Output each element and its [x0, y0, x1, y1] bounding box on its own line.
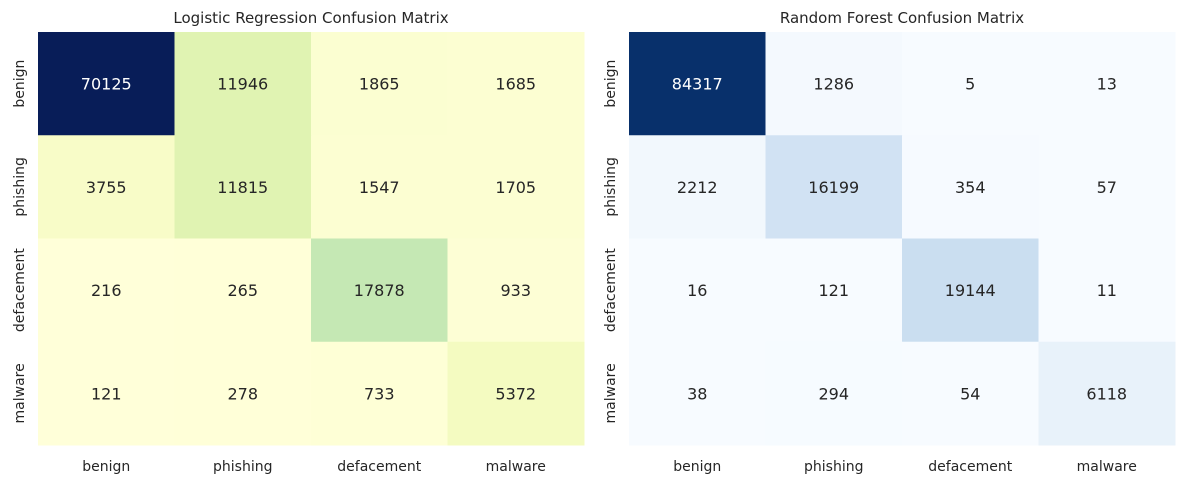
- heatmap-cell: [765, 135, 903, 239]
- cell-value-label: 1865: [359, 75, 400, 94]
- heatmap-cell: [902, 238, 1039, 343]
- heatmap-cell: [38, 32, 175, 136]
- heatmap-cell: [629, 32, 766, 136]
- heatmap-cell: [174, 341, 312, 446]
- cell-value-label: 121: [91, 384, 122, 403]
- heatmap-cell: [174, 32, 312, 136]
- cell-value-label: 1705: [495, 178, 536, 197]
- y-tick-label: defacement: [12, 248, 28, 332]
- cell-value-label: 54: [960, 384, 980, 403]
- cell-value-label: 294: [818, 384, 849, 403]
- cell-value-label: 57: [1097, 178, 1117, 197]
- heatmap-cell: [902, 135, 1039, 239]
- cell-value-label: 13: [1097, 75, 1117, 94]
- heatmap-cell: [629, 135, 766, 239]
- cell-value-label: 3755: [86, 178, 127, 197]
- heatmap-cell: [765, 32, 903, 136]
- cell-value-label: 278: [227, 384, 258, 403]
- cell-value-label: 11: [1097, 281, 1117, 300]
- x-tick-label: malware: [1077, 459, 1137, 475]
- cell-value-label: 1685: [495, 75, 536, 94]
- random-forest-heatmap: Random Forest Confusion Matrix 84317 1286 5…: [603, 9, 1176, 475]
- cell-value-label: 1547: [359, 178, 400, 197]
- chart-title: Logistic Regression Confusion Matrix: [173, 9, 448, 27]
- heatmap-cell: [447, 238, 585, 343]
- heatmap-cell: [629, 238, 766, 343]
- heatmap-cell: [447, 135, 585, 239]
- cell-value-label: 6118: [1086, 384, 1127, 403]
- y-tick-label: benign: [12, 60, 28, 108]
- heatmap-cell: [1038, 135, 1176, 239]
- x-tick-label: benign: [673, 459, 721, 475]
- cell-value-label: 1286: [813, 75, 854, 94]
- x-tick-label: benign: [82, 459, 130, 475]
- heatmap-cell: [765, 238, 903, 343]
- heatmap-cell: [311, 238, 448, 343]
- heatmap-cell: [1038, 32, 1176, 136]
- heatmap-cell: [38, 341, 175, 446]
- cell-value-label: 17878: [354, 281, 405, 300]
- heatmap-cell: [311, 341, 448, 446]
- x-tick-label: defacement: [928, 459, 1012, 475]
- y-tick-label: malware: [12, 363, 28, 423]
- x-tick-label: phishing: [804, 459, 863, 475]
- cell-value-label: 121: [818, 281, 849, 300]
- cell-value-label: 84317: [672, 75, 723, 94]
- heatmap-cell: [38, 238, 175, 343]
- heatmap-cell: [629, 341, 766, 446]
- heatmap-cell: [174, 135, 312, 239]
- y-tick-label: phishing: [12, 157, 28, 216]
- cell-value-label: 19144: [945, 281, 996, 300]
- heatmap-cell: [1038, 238, 1176, 343]
- y-tick-label: defacement: [603, 248, 619, 332]
- logistic-regression-heatmap: Logistic Regression Confusion Matrix 7012…: [12, 9, 585, 475]
- heatmap-cell: [174, 238, 312, 343]
- y-tick-label: benign: [603, 60, 619, 108]
- cell-value-label: 216: [91, 281, 122, 300]
- cell-value-label: 11815: [217, 178, 268, 197]
- x-tick-label: phishing: [213, 459, 272, 475]
- cell-value-label: 16199: [808, 178, 859, 197]
- chart-title: Random Forest Confusion Matrix: [780, 9, 1024, 27]
- cell-value-label: 2212: [677, 178, 718, 197]
- cell-value-label: 5: [965, 75, 975, 94]
- x-tick-label: defacement: [337, 459, 421, 475]
- cell-value-label: 265: [227, 281, 258, 300]
- heatmap-cell: [447, 32, 585, 136]
- heatmap-cell: [447, 341, 585, 446]
- heatmap-cell: [765, 341, 903, 446]
- x-tick-label: malware: [486, 459, 546, 475]
- cell-value-label: 354: [955, 178, 986, 197]
- heatmap-cell: [902, 32, 1039, 136]
- cell-value-label: 38: [687, 384, 707, 403]
- cell-value-label: 11946: [217, 75, 268, 94]
- heatmap-cell: [311, 135, 448, 239]
- cell-value-label: 933: [500, 281, 531, 300]
- cell-value-label: 5372: [495, 384, 536, 403]
- heatmap-cell: [1038, 341, 1176, 446]
- cell-value-label: 70125: [81, 75, 132, 94]
- heatmap-cell: [38, 135, 175, 239]
- y-tick-label: malware: [603, 363, 619, 423]
- heatmap-cell: [311, 32, 448, 136]
- cell-value-label: 16: [687, 281, 707, 300]
- cell-value-label: 733: [364, 384, 395, 403]
- y-tick-label: phishing: [603, 157, 619, 216]
- heatmap-cell: [902, 341, 1039, 446]
